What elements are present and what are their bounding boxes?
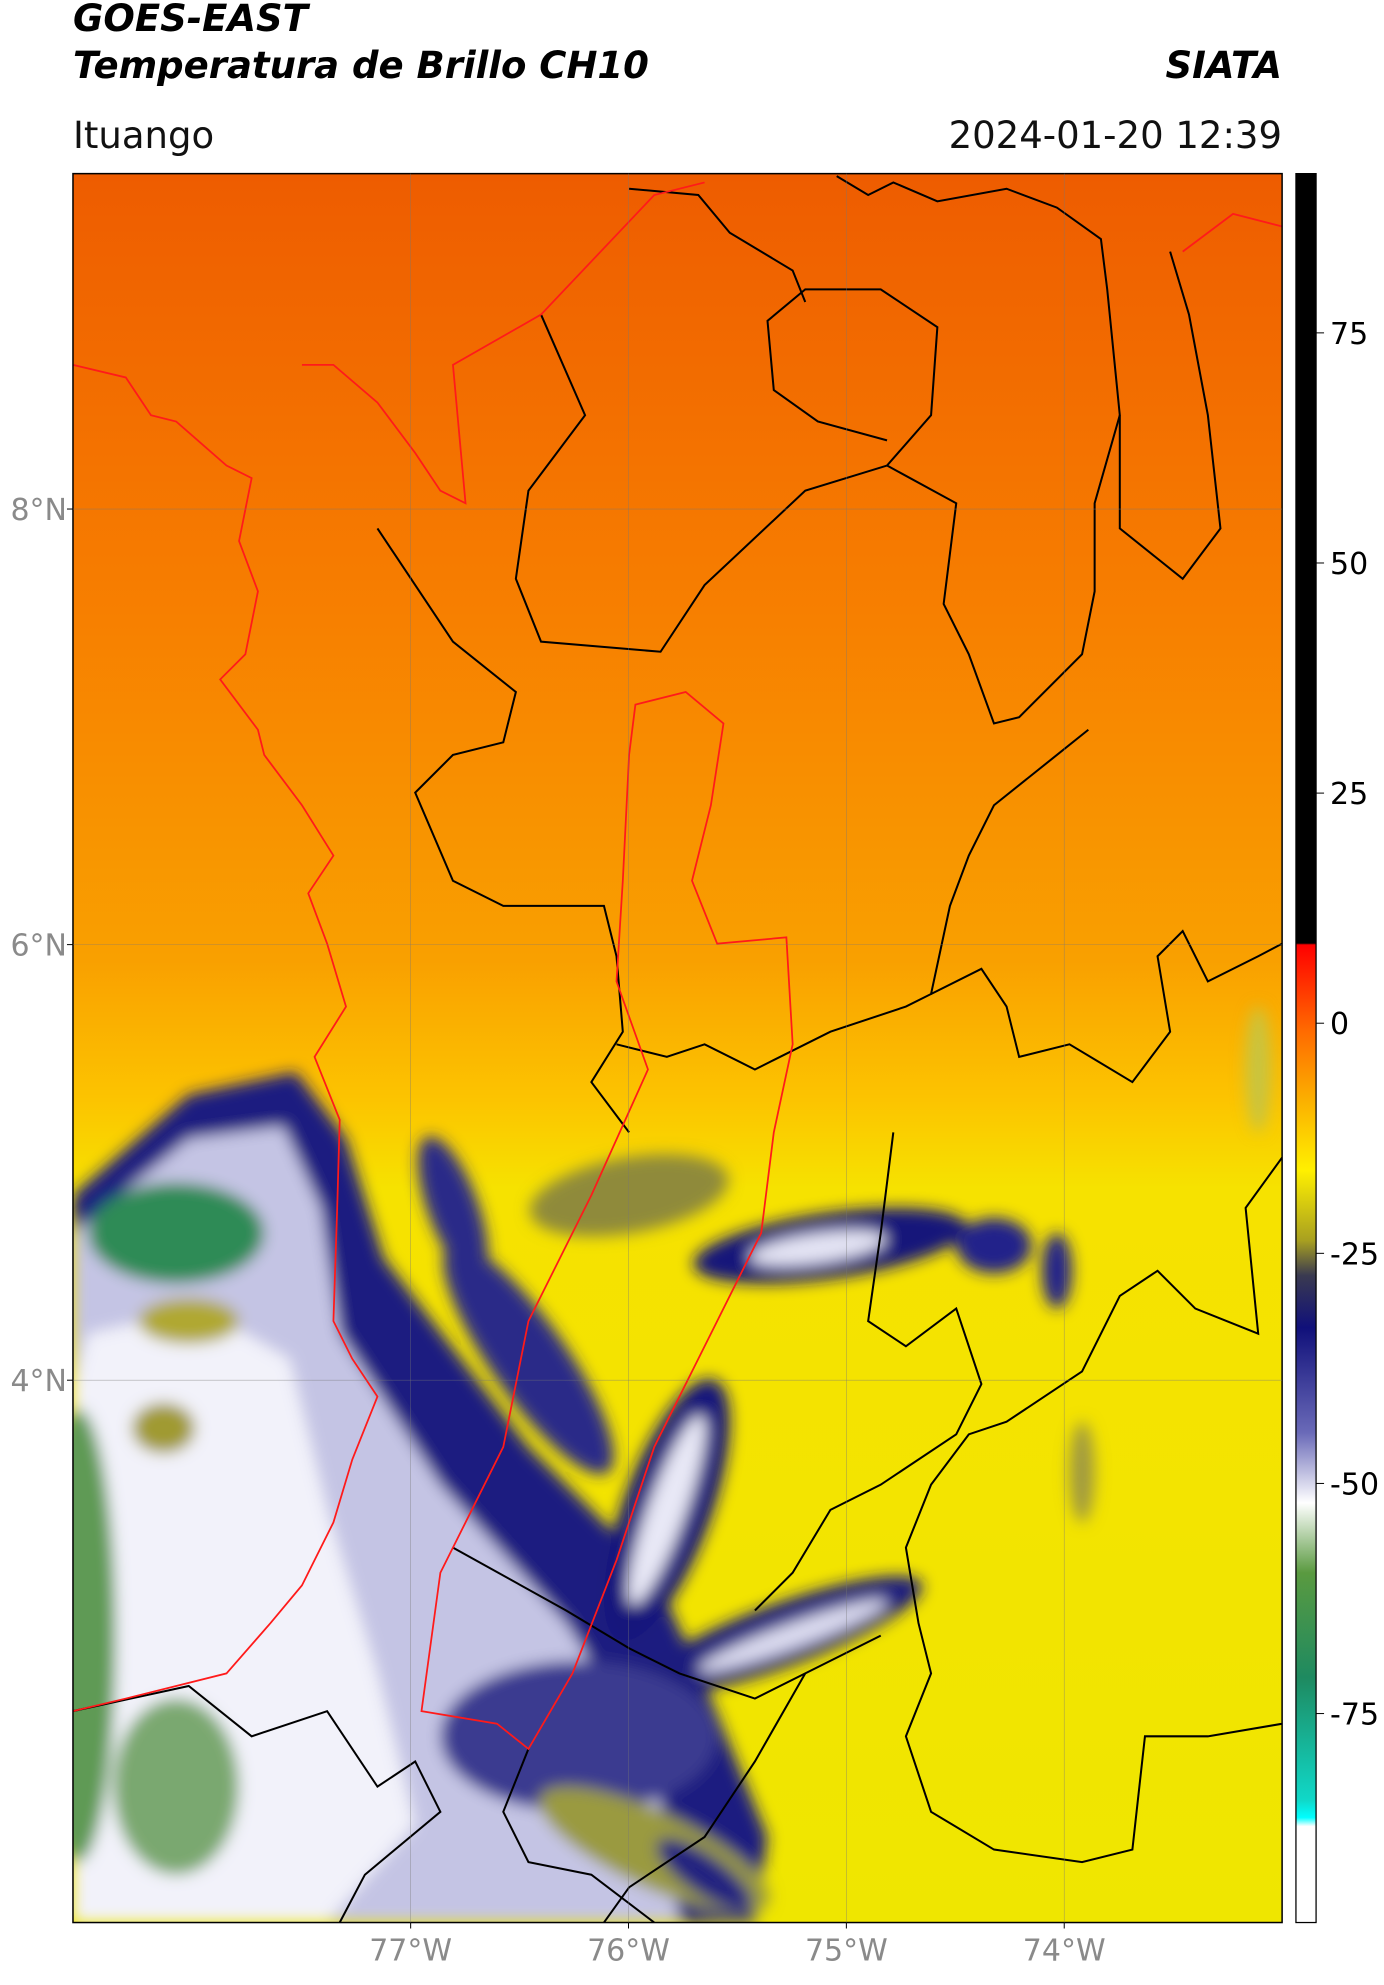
timestamp: 2024-01-20 12:39	[949, 114, 1282, 157]
colorbar-tick-label: -75	[1330, 1698, 1379, 1733]
cloud	[529, 1154, 729, 1237]
cloud	[88, 1182, 265, 1284]
basin-outline	[420, 691, 794, 1751]
cloud	[956, 1217, 1032, 1274]
lat-tick-label: 6°N	[10, 929, 67, 964]
border	[616, 728, 1089, 1071]
lon-tick-label: 75°W	[805, 1934, 888, 1969]
borders	[72, 175, 1283, 1923]
cloud	[628, 1415, 706, 1605]
border	[904, 1156, 1283, 1864]
cloud	[132, 1402, 196, 1454]
cloud	[138, 1298, 240, 1344]
coastline	[301, 181, 705, 505]
colorbar	[1295, 173, 1317, 1924]
cloud	[72, 1409, 116, 1863]
lon-tick-label: 74°W	[1023, 1934, 1106, 1969]
lon-tick-label: 76°W	[587, 1934, 670, 1969]
colorbar-tick-label: 0	[1330, 1007, 1349, 1042]
border	[603, 1672, 807, 1923]
lat-tick-label: 8°N	[10, 493, 67, 528]
border	[754, 1132, 983, 1612]
cloud	[440, 1660, 718, 1812]
cloud	[417, 1136, 488, 1280]
cloud	[749, 1230, 887, 1266]
lon-tick-label: 77°W	[369, 1934, 452, 1969]
border	[930, 929, 1283, 1084]
cloud-field	[72, 1006, 1271, 1923]
colorbar-tick-label: 75	[1330, 317, 1368, 352]
title: GOES-EAST	[73, 0, 311, 40]
coastline	[1182, 212, 1283, 253]
cloud	[656, 1838, 753, 1911]
border	[836, 175, 1222, 581]
cloud	[1041, 1233, 1072, 1309]
source: SIATA	[1165, 44, 1282, 87]
border	[502, 1748, 655, 1923]
axes: 77°W 76°W 75°W 74°W 8°N 6°N 4°N 75 50 25 0 -25 -50 -7…	[10, 173, 1379, 1969]
cloud	[697, 1599, 888, 1673]
map-frame	[72, 172, 1283, 1924]
red-outlines	[72, 181, 1283, 1751]
cloud	[113, 1698, 240, 1875]
colorbar-tick-label: -50	[1330, 1467, 1379, 1502]
map-field	[72, 173, 1283, 1923]
coastline	[72, 364, 379, 1713]
map	[72, 172, 1317, 1924]
border	[629, 187, 807, 303]
subtitle: Temperatura de Brillo CH10	[73, 44, 649, 87]
border	[886, 414, 1121, 725]
cloud	[1245, 1006, 1271, 1133]
lat-tick-label: 4°N	[10, 1364, 67, 1399]
region: Ituango	[73, 114, 214, 157]
border	[376, 527, 630, 1133]
cloud	[1069, 1421, 1095, 1523]
colorbar-tick-label: -25	[1330, 1237, 1379, 1272]
cloud	[443, 1243, 614, 1475]
colorbar-tick-label: 50	[1330, 547, 1368, 582]
border	[72, 1684, 442, 1923]
colorbar-tick-label: 25	[1330, 777, 1368, 812]
